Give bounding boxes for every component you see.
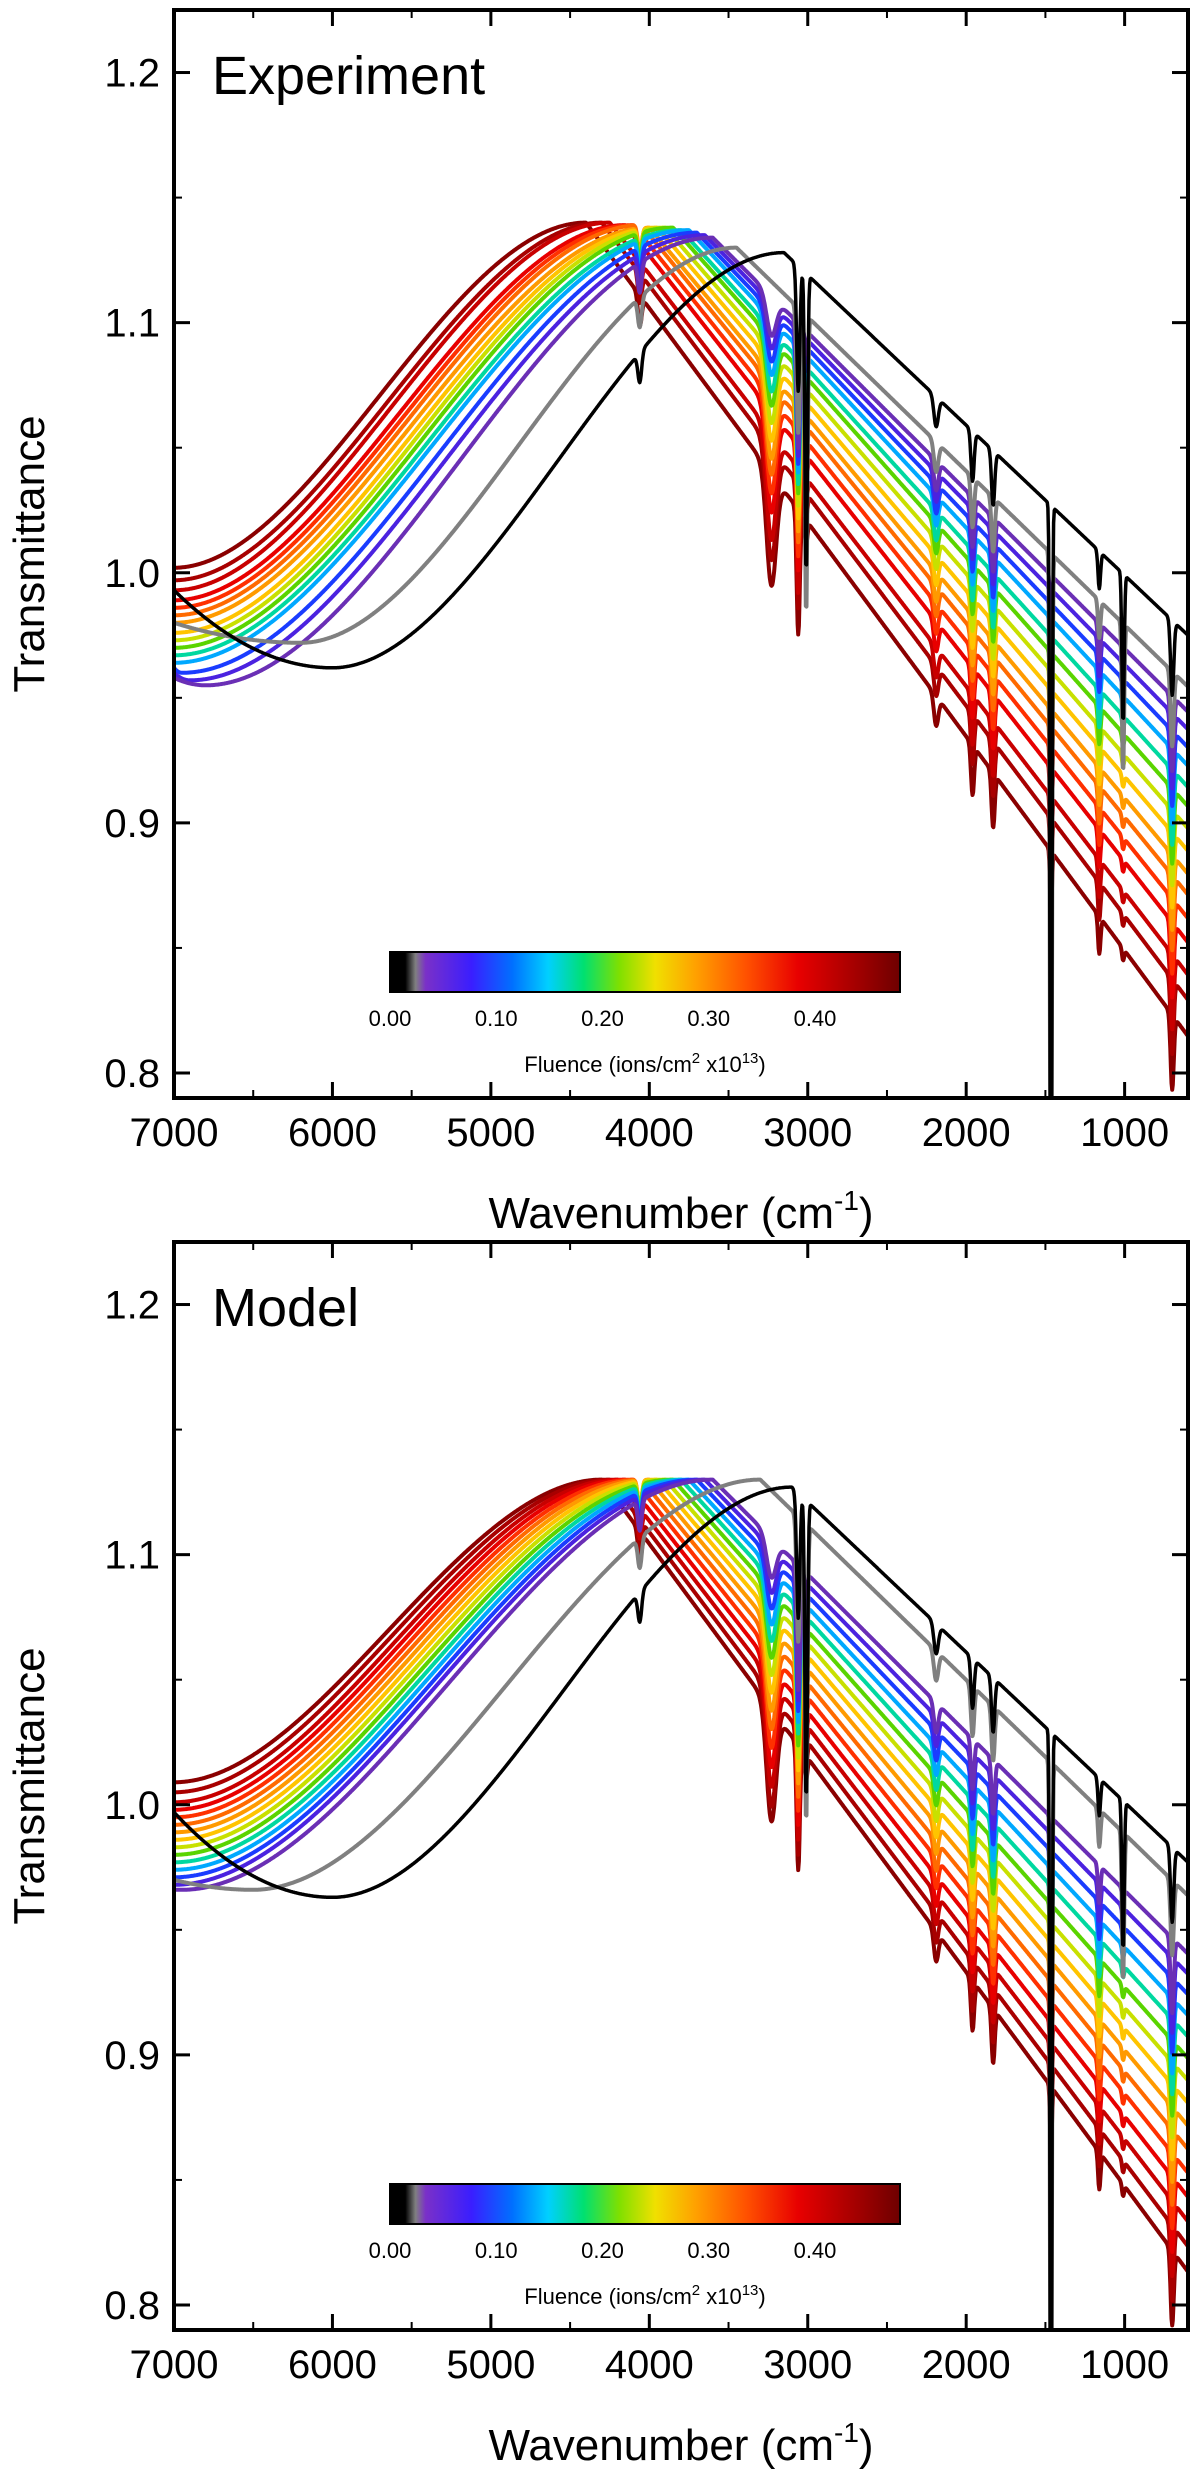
- x-axis-title: Wavenumber (cm-1): [488, 1185, 873, 1238]
- series-line: [174, 220, 1188, 1056]
- series-line: [174, 220, 1188, 1092]
- x-tick-label: 3000: [763, 2343, 852, 2387]
- series-line: [174, 1485, 1188, 2330]
- series-line: [174, 250, 1188, 1098]
- x-tick-label: 7000: [130, 1111, 219, 1155]
- colorbar-ticks: 0.00 0.10 0.20 0.30 0.40: [369, 2238, 837, 2263]
- tick-group: 7000 6000 5000 4000 3000 2000 1000 0.8 0.9 1.0 1.1…: [104, 10, 1188, 1155]
- y-tick-label: 0.8: [104, 1052, 160, 1096]
- x-tick-label: 5000: [446, 2343, 535, 2387]
- panel-title: Model: [212, 1278, 359, 1338]
- plot-area: [174, 1477, 1188, 2330]
- series-line: [174, 225, 1188, 888]
- series-line: [174, 225, 1188, 910]
- series-line: [174, 1478, 1188, 2207]
- y-tick-label: 0.9: [104, 802, 160, 846]
- y-axis-title: Transmittance: [5, 415, 54, 692]
- series-line: [174, 1477, 1188, 2118]
- panel-model: Transmittance 7000 6000 5000 4000 3000 2000 10…: [5, 1240, 1190, 2470]
- colorbar-tick-label: 0.10: [475, 1006, 518, 1031]
- x-tick-label: 1000: [1080, 1111, 1169, 1155]
- series-line: [174, 1477, 1188, 2016]
- series-line: [174, 220, 1188, 1032]
- series-line: [174, 235, 1188, 773]
- colorbar-tick-label: 0.20: [581, 2238, 624, 2263]
- x-tick-label: 1000: [1080, 2343, 1169, 2387]
- y-tick-label: 1.1: [104, 302, 160, 346]
- colorbar: 0.00 0.10 0.20 0.30 0.40 Fluence (ions/cm2 x…: [369, 951, 901, 1077]
- colorbar-ticks: 0.00 0.10 0.20 0.30 0.40: [369, 1006, 837, 1031]
- series-line: [174, 245, 1188, 1098]
- tick-group: 7000 6000 5000 4000 3000 2000 1000 0.8 0.9 1.0 1.1…: [104, 1242, 1188, 2387]
- y-tick-label: 0.9: [104, 2034, 160, 2078]
- series-line: [174, 1477, 1188, 2231]
- colorbar-label: Fluence (ions/cm2 x1013): [524, 1050, 765, 1077]
- series-line: [174, 1477, 1188, 2055]
- plot-frame: [172, 8, 1190, 1100]
- colorbar-gradient: [389, 2183, 901, 2225]
- series-group: [174, 1477, 1188, 2330]
- colorbar-tick-label: 0.00: [369, 1006, 412, 1031]
- y-tick-label: 1.1: [104, 1534, 160, 1578]
- colorbar-tick-label: 0.30: [687, 1006, 730, 1031]
- x-tick-label: 4000: [605, 1111, 694, 1155]
- x-tick-label: 6000: [288, 1111, 377, 1155]
- colorbar-tick-label: 0.10: [475, 2238, 518, 2263]
- y-axis-title: Transmittance: [5, 1647, 54, 1924]
- series-line: [174, 223, 1188, 976]
- y-tick-label: 1.0: [104, 552, 160, 596]
- series-group: [174, 220, 1188, 1098]
- y-tick-label: 0.8: [104, 2284, 160, 2328]
- series-line: [174, 230, 1188, 808]
- series-line: [174, 223, 1188, 1000]
- series-line: [174, 1477, 1188, 2140]
- series-line: [174, 1477, 1188, 2184]
- colorbar-gradient: [389, 951, 901, 993]
- colorbar-tick-label: 0.00: [369, 2238, 412, 2263]
- x-axis-title: Wavenumber (cm-1): [488, 2417, 873, 2470]
- x-tick-label: 5000: [446, 1111, 535, 1155]
- series-line: [174, 228, 1188, 826]
- x-tick-label: 7000: [130, 2343, 219, 2387]
- series-line: [174, 225, 1188, 932]
- panel-experiment: Transmittance 7000 6000 5000 4000 3000 2000 10…: [5, 8, 1190, 1238]
- colorbar-tick-label: 0.40: [794, 1006, 837, 1031]
- plot-area: [174, 220, 1188, 1098]
- colorbar-tick-label: 0.40: [794, 2238, 837, 2263]
- series-line: [174, 1477, 1188, 2330]
- x-tick-label: 4000: [605, 2343, 694, 2387]
- x-tick-label: 2000: [922, 2343, 1011, 2387]
- series-line: [174, 1477, 1188, 2328]
- x-tick-label: 2000: [922, 1111, 1011, 1155]
- series-line: [174, 223, 1188, 953]
- panel-title: Experiment: [212, 46, 485, 106]
- x-tick-label: 6000: [288, 2343, 377, 2387]
- plot-frame: [172, 1240, 1190, 2332]
- y-tick-label: 1.0: [104, 1784, 160, 1828]
- colorbar-tick-label: 0.30: [687, 2238, 730, 2263]
- y-tick-label: 1.2: [104, 52, 160, 96]
- x-tick-label: 3000: [763, 1111, 852, 1155]
- colorbar-label: Fluence (ions/cm2 x1013): [524, 2282, 765, 2309]
- y-tick-label: 1.2: [104, 1284, 160, 1328]
- series-line: [174, 1477, 1188, 2278]
- series-line: [174, 1477, 1188, 2254]
- series-line: [174, 1477, 1188, 2303]
- colorbar-tick-label: 0.20: [581, 1006, 624, 1031]
- colorbar: 0.00 0.10 0.20 0.30 0.40 Fluence (ions/cm2 x…: [369, 2183, 901, 2309]
- series-line: [174, 233, 1188, 791]
